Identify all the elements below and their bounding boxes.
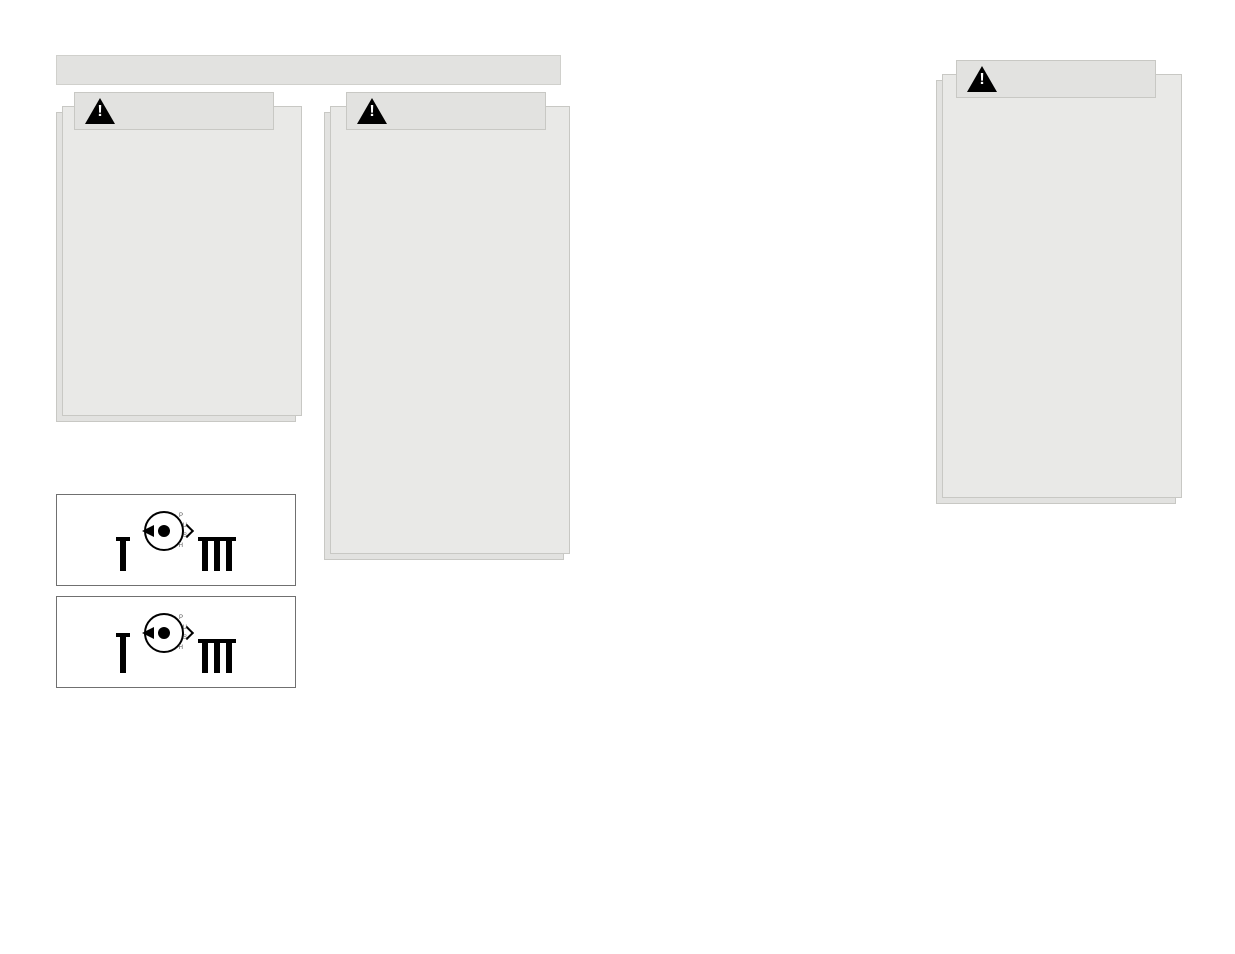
card-body <box>330 106 570 554</box>
warning-triangle-icon: ! <box>357 98 387 124</box>
card-header: ! <box>346 92 546 130</box>
section-title-bar <box>56 55 561 85</box>
nail-icon <box>118 537 128 571</box>
dial-figure-group: P U S H <box>118 611 234 673</box>
nail-group-icon <box>200 537 234 571</box>
card-header: ! <box>74 92 274 130</box>
warning-triangle-icon: ! <box>85 98 115 124</box>
nail-group-icon <box>200 639 234 673</box>
figure-dial-1: P U S H <box>56 494 296 586</box>
dial-icon: P U S H <box>142 509 186 553</box>
dial-figure-group: P U S H <box>118 509 234 571</box>
figure-dial-2: P U S H <box>56 596 296 688</box>
page-root: ! ! ! <box>0 0 1235 954</box>
nail-icon <box>118 633 128 673</box>
card-body <box>942 74 1182 498</box>
card-body <box>62 106 302 416</box>
warning-triangle-icon: ! <box>967 66 997 92</box>
dial-icon: P U S H <box>142 611 186 655</box>
card-header: ! <box>956 60 1156 98</box>
